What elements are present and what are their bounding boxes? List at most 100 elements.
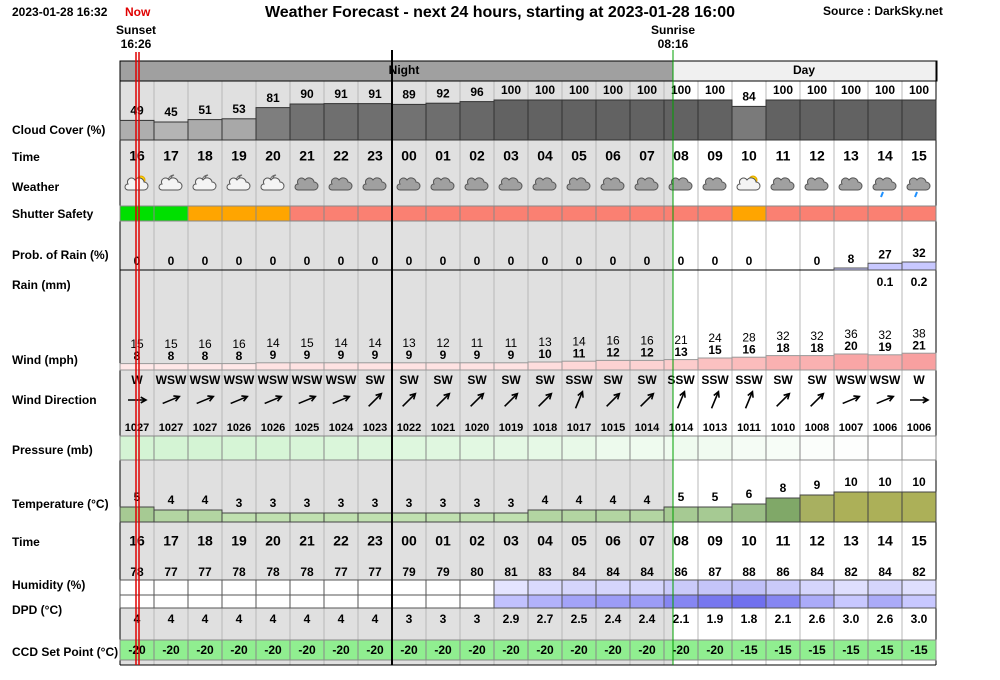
shutter-cell xyxy=(153,205,189,222)
hour: 11 xyxy=(776,533,791,549)
dpd-cell xyxy=(867,594,903,609)
cloud-bar xyxy=(357,103,393,141)
shutter-cell xyxy=(663,205,699,222)
wind-arrow xyxy=(230,395,249,405)
wind-arrow xyxy=(574,390,584,409)
wind-gust: 16 xyxy=(198,337,212,351)
row-label: Time xyxy=(12,150,40,164)
cloud-icon xyxy=(532,177,557,191)
hour: 21 xyxy=(299,148,315,164)
hour: 20 xyxy=(265,148,281,164)
pressure-cell xyxy=(697,435,733,461)
shutter-cell xyxy=(629,205,665,222)
rain-prob-value: 0 xyxy=(202,254,209,268)
hour: 10 xyxy=(741,148,757,164)
pressure-value: 1017 xyxy=(567,422,591,434)
cloud-value: 81 xyxy=(266,91,280,105)
timestamp: 2023-01-28 16:32 xyxy=(12,5,108,19)
hour: 23 xyxy=(367,533,383,549)
humidity-cell xyxy=(187,579,223,596)
rain-prob-value: 27 xyxy=(878,247,892,261)
wind-speed: 9 xyxy=(406,348,413,362)
temperature-value: 9 xyxy=(814,478,821,492)
pressure-value: 1006 xyxy=(873,422,897,434)
temperature-value: 3 xyxy=(338,496,345,510)
row-label: Weather xyxy=(12,180,59,194)
pressure-value: 1006 xyxy=(907,422,931,434)
hour: 10 xyxy=(741,533,757,549)
shutter-cell xyxy=(459,205,495,222)
wind-direction: WSW xyxy=(292,373,323,387)
wind-speed: 9 xyxy=(270,348,277,362)
marks: 4916160815W10275784-204517170815WSW10274… xyxy=(119,83,937,661)
cloud-icon xyxy=(226,177,251,191)
wind-gust: 13 xyxy=(538,335,552,349)
hour: 05 xyxy=(571,148,587,164)
shutter-cell xyxy=(493,205,529,222)
cloud-icon xyxy=(634,177,659,191)
arrow xyxy=(230,395,249,405)
humidity-cell xyxy=(867,579,903,596)
humidity-cell xyxy=(697,579,733,596)
humidity-cell xyxy=(901,579,937,596)
wind-arrow xyxy=(876,395,895,405)
hour: 13 xyxy=(843,533,859,549)
dpd-value: 2.6 xyxy=(809,612,826,626)
dpd-cell xyxy=(799,594,835,609)
rain-prob-value: 0 xyxy=(814,254,821,268)
cloud-icon xyxy=(702,177,727,191)
cloud-bar xyxy=(221,118,257,141)
hour: 06 xyxy=(605,148,621,164)
dpd-value: 3 xyxy=(474,612,481,626)
wind-gust: 11 xyxy=(505,336,518,350)
ccd-value: -20 xyxy=(128,643,146,657)
wind-bar xyxy=(731,356,767,371)
ccd-value: -20 xyxy=(162,643,180,657)
humidity-cell xyxy=(323,579,359,596)
dpd-value: 2.9 xyxy=(503,612,520,626)
ccd-value: -20 xyxy=(672,643,690,657)
wind-bar xyxy=(629,359,665,371)
shutter-cell xyxy=(731,205,767,222)
rain-icon xyxy=(880,191,884,198)
ccd-value: -15 xyxy=(740,643,758,657)
dpd-cell xyxy=(255,594,291,609)
rain-prob-value: 0 xyxy=(644,254,651,268)
arrow xyxy=(264,395,283,405)
wind-speed: 20 xyxy=(844,339,858,353)
wind-gust: 15 xyxy=(130,337,144,351)
wind-arrow xyxy=(436,392,451,407)
row-label: Rain (mm) xyxy=(12,278,71,292)
wind-gust: 32 xyxy=(810,329,824,343)
hour: 16 xyxy=(129,533,145,549)
rain-prob-value: 0 xyxy=(542,254,549,268)
hour: 15 xyxy=(911,533,927,549)
hour: 17 xyxy=(163,533,179,549)
rain-prob-value: 0 xyxy=(406,254,413,268)
wind-arrow xyxy=(606,392,621,407)
shutter-cell xyxy=(561,205,597,222)
temperature-value: 4 xyxy=(644,493,651,507)
hour: 06 xyxy=(605,533,621,549)
temperature-value: 3 xyxy=(270,496,277,510)
cloud-bar xyxy=(187,119,223,141)
wind-speed: 13 xyxy=(674,345,688,359)
pressure-value: 1011 xyxy=(737,422,761,434)
pressure-cell xyxy=(561,435,597,461)
wind-speed: 9 xyxy=(474,348,481,362)
cloud-icon xyxy=(804,177,829,191)
night-label: Night xyxy=(389,63,420,77)
temperature-value: 10 xyxy=(878,475,892,489)
wind-bar xyxy=(527,361,563,371)
cloud-bar xyxy=(527,99,563,141)
hour: 07 xyxy=(639,533,655,549)
wind-direction: WSW xyxy=(836,373,867,387)
cloud-bar xyxy=(493,99,529,141)
pressure-value: 1020 xyxy=(465,422,489,434)
cloud-icon xyxy=(498,177,523,191)
temperature-value: 10 xyxy=(912,475,926,489)
wind-speed: 8 xyxy=(236,349,243,363)
wind-bar xyxy=(255,362,291,371)
pressure-cell xyxy=(289,435,325,461)
